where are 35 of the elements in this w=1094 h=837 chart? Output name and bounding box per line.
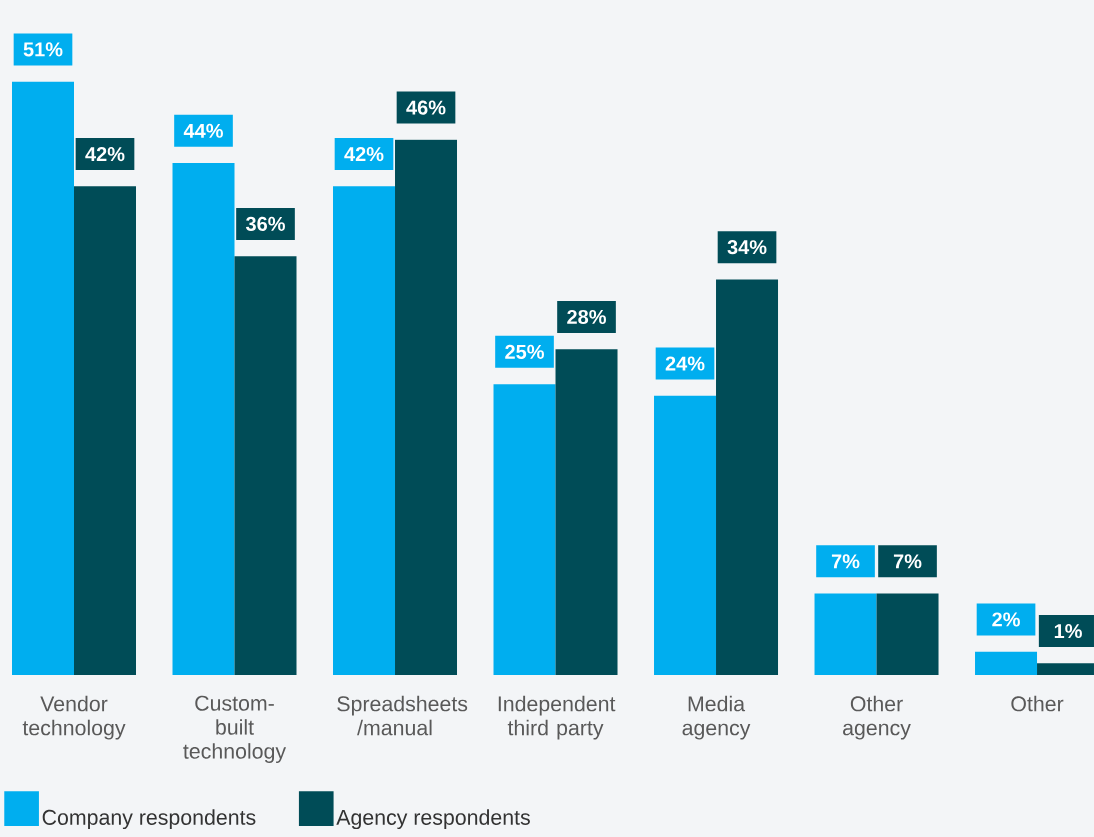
x-tick-label: Other [1011,695,1064,712]
x-tick-label: Vendor technology [22,695,126,740]
bar [12,81,74,675]
x-tick-label: Independent third party [498,695,616,740]
data-label: 28% [567,309,606,325]
bar [716,279,779,675]
bar [555,349,618,675]
data-label: 34% [727,240,767,255]
data-label: 36% [245,216,285,231]
data-label: 2% [992,612,1020,627]
bar [234,256,297,675]
legend-label: Agency respondents [336,809,530,830]
bar [876,593,939,675]
data-label: 51% [23,42,63,57]
data-label: 7% [831,554,860,569]
bar [74,186,136,675]
data-label: 1% [1054,624,1082,639]
bar [395,139,458,675]
x-tick-label: Other agency [843,695,911,740]
x-tick-label: Spreadsheets /manual [337,695,468,736]
data-label: 44% [183,123,223,138]
bar [493,384,556,675]
data-label: 46% [406,100,446,115]
data-label: 25% [505,344,544,359]
data-label: 42% [85,147,125,162]
x-tick-label: Custom-built technology [183,695,287,764]
bar [333,186,396,675]
bar [172,163,235,675]
data-label: 42% [344,147,384,162]
bar [814,593,877,675]
x-tick-label: Media agency [682,695,751,740]
data-label: 24% [665,356,705,371]
bar [654,395,717,675]
legend-label: Company respondents [42,809,256,830]
data-label: 7% [893,554,922,569]
